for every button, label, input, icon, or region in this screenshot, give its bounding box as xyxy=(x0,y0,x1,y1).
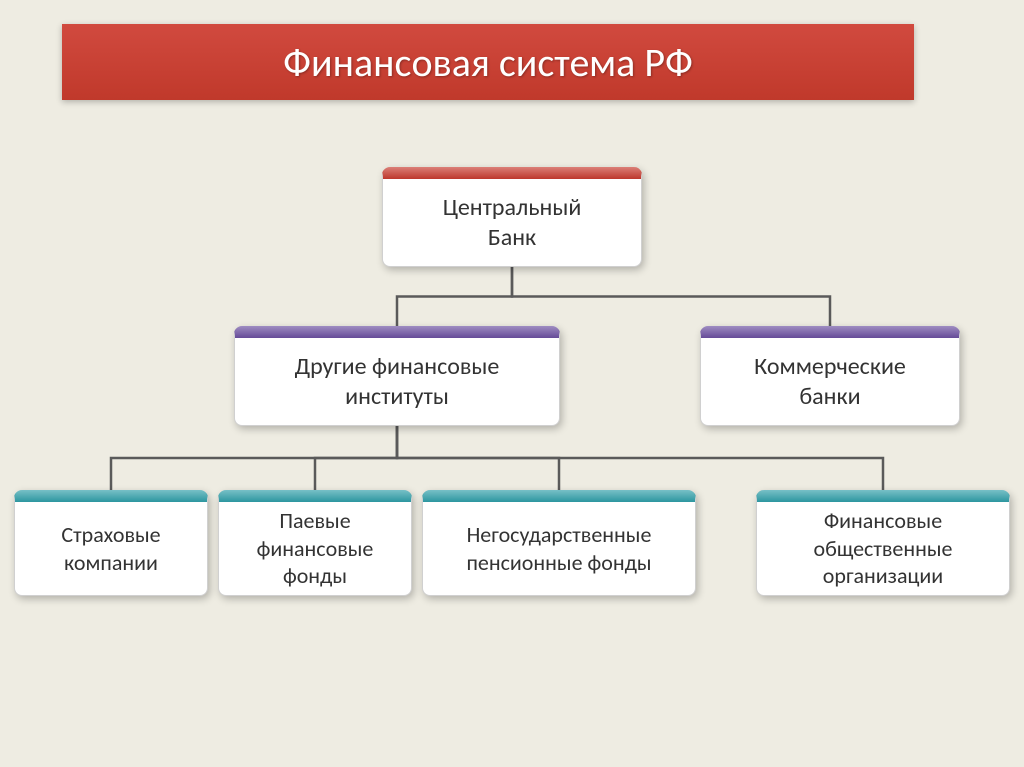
slide-title-text: Финансовая система РФ xyxy=(283,38,693,87)
tree-edge xyxy=(397,267,512,326)
tree-node-label: Финансовые общественные организации xyxy=(814,507,953,590)
tree-node-n1: Другие финансовые институты xyxy=(234,326,560,426)
tree-edge xyxy=(397,426,559,490)
tree-node-n2: Коммерческие банки xyxy=(700,326,960,426)
tree-node-n0: Центральный Банк xyxy=(382,167,642,267)
slide-title: Финансовая система РФ xyxy=(62,24,914,100)
tree-node-n3: Страховые компании xyxy=(14,490,208,596)
tree-node-n4: Паевые финансовые фонды xyxy=(218,490,412,596)
tree-node-label: Коммерческие банки xyxy=(754,352,906,412)
tree-node-label: Паевые финансовые фонды xyxy=(257,507,374,590)
tree-edge xyxy=(315,426,397,490)
tree-node-label: Центральный Банк xyxy=(443,193,582,253)
tree-node-label: Другие финансовые институты xyxy=(295,352,500,412)
tree-node-label: Негосударственные пенсионные фонды xyxy=(466,521,651,576)
tree-edge xyxy=(111,426,397,490)
tree-edge xyxy=(512,267,830,326)
tree-node-n5: Негосударственные пенсионные фонды xyxy=(422,490,696,596)
tree-node-label: Страховые компании xyxy=(61,521,160,576)
tree-node-n6: Финансовые общественные организации xyxy=(756,490,1010,596)
tree-edge xyxy=(397,426,883,490)
